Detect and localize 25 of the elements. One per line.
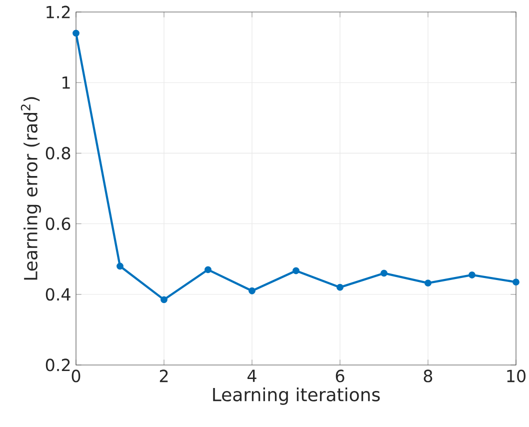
y-tick-label: 1.2 [46,6,70,18]
point [248,287,256,294]
y-tick-label: 0.4 [46,288,70,301]
point [380,270,388,277]
point [336,284,344,291]
y-tick-label: 0.6 [46,217,70,230]
x-tick-label: 8 [424,370,432,382]
point [204,266,212,274]
y-tick-label: 1 [62,76,70,89]
point [116,262,124,270]
x-tick-label: 4 [248,370,256,382]
x-tick-label: 6 [336,370,344,382]
point [468,272,476,278]
x-axis-title: Learning iterations [213,387,380,405]
x-tick-label: 10 [507,370,526,382]
x-tick-label: 2 [160,370,168,382]
y-tick-label: 0.2 [46,358,70,372]
x-tick-label: 0 [72,370,80,382]
y-axis-title: Learning error (rad$^{2}$) [20,97,41,280]
point [424,280,432,287]
y-tick-label: 0.8 [46,146,70,160]
point [512,278,520,286]
point [160,296,168,304]
point [292,267,300,274]
point [72,30,80,37]
